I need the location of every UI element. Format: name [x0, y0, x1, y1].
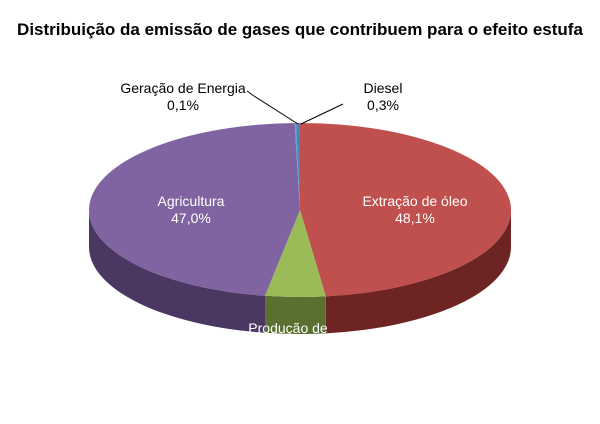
- slice-name-label-1: fertilizantes: [253, 337, 324, 353]
- pie-side-2: [89, 210, 266, 333]
- pie-side-0: [325, 210, 512, 334]
- slice-percent-label-4: 0,3%: [367, 97, 399, 113]
- pie-leader-lines: [246, 90, 344, 125]
- pie-sides: [89, 210, 512, 335]
- slice-percent-label-3: 0,1%: [167, 97, 199, 113]
- pie-slice-1: [265, 210, 326, 298]
- pie-slice-3: [294, 123, 300, 210]
- slice-percent-label-2: 47,0%: [171, 210, 211, 226]
- pie-side-1: [265, 295, 326, 335]
- slice-percent-label-1: 4,6%: [272, 354, 304, 370]
- pie-slice-2: [89, 123, 300, 296]
- pie-slice-0: [300, 123, 512, 297]
- slice-name-label-1: Produção de: [248, 320, 328, 336]
- pie-tops: [89, 123, 512, 298]
- slice-name-label-0: Extração de óleo: [362, 193, 467, 209]
- pie-slice-4: [296, 123, 300, 210]
- slice-name-label-3: Geração de Energia: [120, 80, 246, 96]
- leader-line-4: [300, 103, 344, 125]
- leader-line-3: [246, 90, 299, 125]
- slice-percent-label-0: 48,1%: [395, 210, 435, 226]
- chart-title: Distribuição da emissão de gases que con…: [17, 20, 583, 39]
- slice-name-label-2: Agricultura: [158, 193, 225, 209]
- slice-name-label-4: Diesel: [364, 80, 403, 96]
